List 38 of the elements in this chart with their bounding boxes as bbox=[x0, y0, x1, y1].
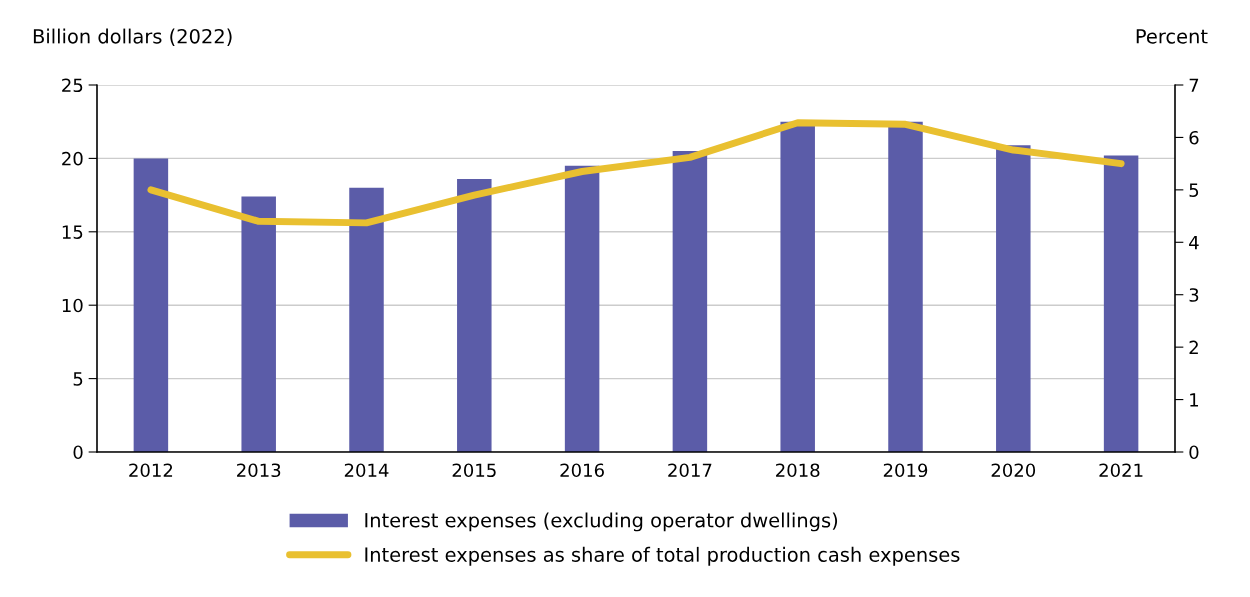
y2-tick-label: 2 bbox=[1189, 340, 1198, 354]
bar bbox=[888, 121, 923, 452]
bar bbox=[457, 178, 492, 452]
x-tick-label: 2015 bbox=[452, 463, 496, 478]
x-tick-label: 2014 bbox=[344, 463, 389, 478]
x-tick-label: 2016 bbox=[560, 463, 604, 478]
y-axis-title: Billion dollars (2022) bbox=[33, 28, 232, 46]
y2-tick-label: 0 bbox=[1189, 445, 1199, 460]
legend-label: Interest expenses (excluding operator dwellings) bbox=[365, 512, 838, 532]
y2-axis-title: Percent bbox=[1136, 29, 1208, 44]
y-tick-label: 5 bbox=[73, 372, 83, 386]
x-tick-label: 2019 bbox=[883, 463, 928, 478]
x-tick-label: 2012 bbox=[129, 463, 173, 478]
bar bbox=[133, 158, 169, 452]
bar bbox=[1103, 155, 1139, 452]
y2-tick-label: 6 bbox=[1189, 130, 1199, 145]
y-tick-label: 25 bbox=[62, 78, 83, 93]
x-tick-label: 2013 bbox=[237, 463, 281, 478]
bar bbox=[241, 196, 276, 452]
bar bbox=[564, 165, 600, 452]
y2-tick-label: 4 bbox=[1189, 235, 1199, 250]
x-tick-label: 2020 bbox=[991, 463, 1036, 478]
x-tick-label: 2017 bbox=[668, 463, 712, 478]
bar bbox=[672, 151, 708, 452]
y-tick-label: 10 bbox=[62, 298, 83, 313]
y-tick-label: 15 bbox=[62, 225, 83, 239]
y2-tick-label: 5 bbox=[1189, 183, 1199, 197]
bar bbox=[996, 145, 1031, 452]
legend-label: Interest expenses as share of total production cash expenses bbox=[365, 546, 960, 566]
y-tick-label: 20 bbox=[62, 151, 83, 166]
y-tick-label: 0 bbox=[73, 445, 83, 460]
bar bbox=[780, 121, 815, 452]
x-tick-label: 2018 bbox=[776, 463, 820, 478]
y2-tick-label: 7 bbox=[1189, 78, 1199, 92]
y2-tick-label: 1 bbox=[1190, 393, 1199, 407]
bar bbox=[349, 187, 384, 452]
x-tick-label: 2021 bbox=[1099, 463, 1143, 478]
y2-tick-label: 3 bbox=[1189, 288, 1199, 302]
